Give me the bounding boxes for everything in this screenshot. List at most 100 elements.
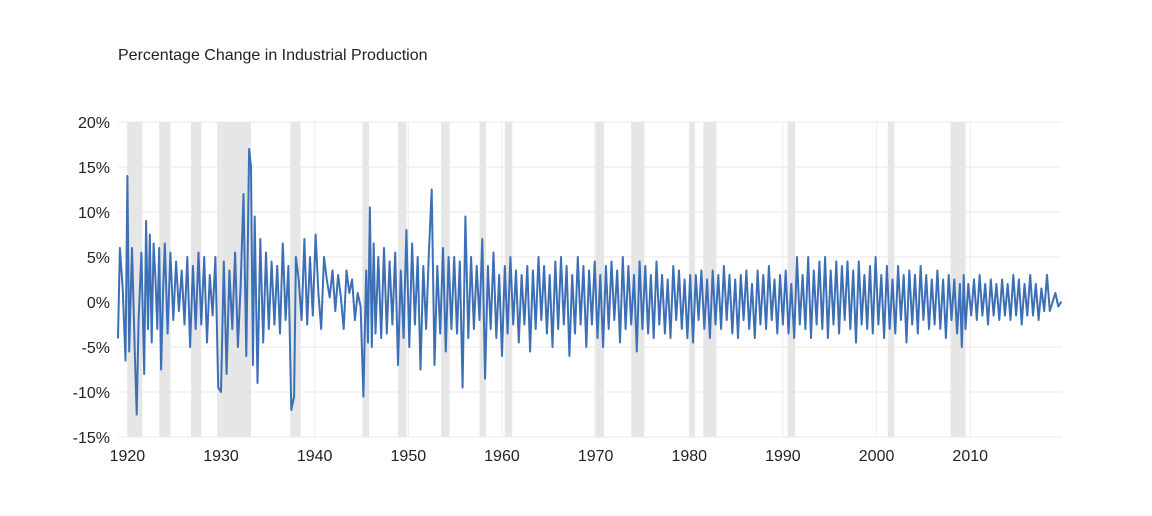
y-axis: 20% 15% 10% 5% 0% -5% -10% -15%: [73, 115, 110, 447]
data-point: [400, 269, 402, 272]
data-point: [152, 242, 155, 245]
data-point: [599, 274, 602, 276]
data-point: [331, 269, 334, 272]
data-point: [976, 319, 978, 321]
data-point: [192, 265, 194, 267]
data-point: [237, 346, 239, 348]
data-point: [596, 337, 599, 339]
data-point: [498, 274, 501, 276]
data-point: [683, 278, 686, 281]
recession-band: [689, 122, 695, 437]
data-point: [1020, 323, 1023, 326]
data-point: [445, 350, 447, 353]
data-point: [984, 283, 986, 285]
data-point: [259, 238, 262, 240]
data-point: [723, 265, 725, 267]
data-point: [1049, 310, 1051, 312]
data-point: [450, 328, 453, 330]
data-point: [239, 283, 242, 285]
data-point: [630, 323, 632, 326]
data-point: [678, 269, 680, 272]
data-point: [681, 328, 683, 330]
data-point: [248, 148, 250, 150]
data-point: [475, 265, 478, 267]
data-point: [759, 323, 762, 326]
data-point: [282, 242, 284, 245]
data-point: [273, 323, 276, 326]
data-point: [638, 260, 641, 263]
data-point: [869, 265, 871, 267]
data-point: [714, 323, 717, 326]
data-point: [1032, 314, 1034, 317]
data-point: [1040, 287, 1043, 290]
data-point: [711, 269, 714, 272]
data-point: [950, 319, 953, 321]
data-point: [546, 332, 548, 335]
data-point: [186, 256, 189, 258]
data-point: [891, 278, 894, 281]
data-point: [588, 269, 590, 272]
data-point: [320, 328, 323, 330]
data-point: [846, 260, 849, 263]
data-point: [312, 314, 314, 317]
data-point: [883, 337, 885, 339]
data-point: [579, 323, 582, 326]
data-point: [953, 278, 956, 281]
data-point: [700, 269, 703, 272]
data-point: [557, 328, 559, 330]
data-point: [905, 341, 908, 344]
data-point: [551, 346, 554, 348]
data-point: [585, 346, 588, 348]
data-point: [829, 269, 832, 272]
data-point: [652, 337, 655, 339]
data-point: [162, 292, 164, 294]
data-point: [821, 328, 824, 330]
data-point: [481, 238, 484, 240]
data-point: [442, 247, 444, 249]
data-point: [717, 274, 720, 276]
data-point: [128, 350, 130, 353]
data-point: [784, 269, 787, 272]
data-point: [543, 265, 545, 267]
data-point: [841, 265, 843, 267]
data-point: [362, 395, 365, 398]
data-point: [728, 274, 731, 276]
data-point: [245, 355, 248, 357]
recession-band: [159, 122, 171, 437]
data-point: [1026, 314, 1029, 317]
data-point: [874, 256, 877, 258]
data-point: [973, 278, 975, 281]
data-point: [306, 323, 309, 326]
data-point: [194, 328, 197, 330]
data-point: [686, 337, 689, 339]
data-point: [664, 332, 666, 335]
data-point: [1009, 319, 1012, 321]
data-point: [577, 256, 579, 258]
data-point: [582, 265, 585, 267]
data-point: [995, 283, 998, 285]
data-point: [1051, 301, 1054, 303]
data-point: [433, 364, 436, 366]
data-point: [751, 283, 753, 285]
data-point: [512, 323, 514, 326]
data-point: [815, 323, 818, 326]
data-point: [436, 265, 439, 267]
data-point: [422, 265, 425, 267]
data-point: [835, 260, 838, 263]
data-point: [928, 328, 930, 330]
data-point: [1046, 274, 1048, 276]
data-point: [939, 328, 942, 330]
data-point: [293, 395, 295, 398]
data-point: [391, 323, 394, 326]
data-point: [356, 292, 359, 294]
data-point: [720, 328, 722, 330]
data-point: [478, 319, 481, 321]
data-point: [340, 296, 342, 299]
data-point: [737, 337, 739, 339]
data-point: [242, 193, 245, 195]
data-point: [605, 265, 607, 267]
data-point: [234, 251, 236, 254]
data-point: [367, 341, 369, 344]
data-point: [1006, 283, 1009, 285]
